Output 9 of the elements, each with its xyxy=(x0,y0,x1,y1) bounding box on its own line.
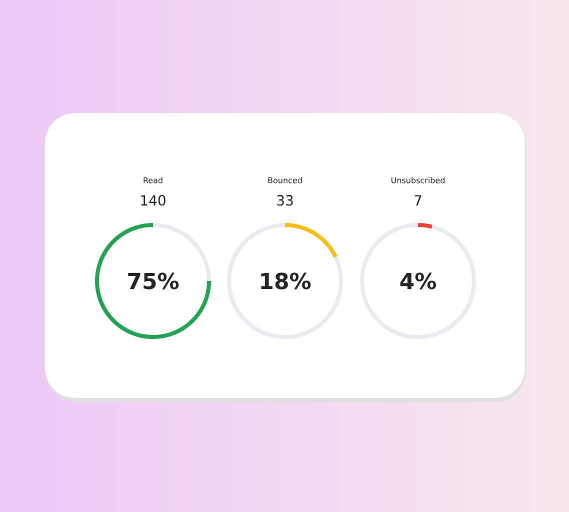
chart-title: Unsubscribed xyxy=(392,177,444,184)
chart-title: Bounced xyxy=(268,177,302,184)
chart-subtitle: 140 xyxy=(141,195,166,206)
chart-subtitle: 33 xyxy=(277,195,293,206)
chart-title: Read xyxy=(144,177,162,184)
chart-subtitle: 7 xyxy=(414,195,422,206)
text: 75% xyxy=(128,272,179,290)
text: 18% xyxy=(261,272,311,290)
text: 4% xyxy=(400,272,436,290)
